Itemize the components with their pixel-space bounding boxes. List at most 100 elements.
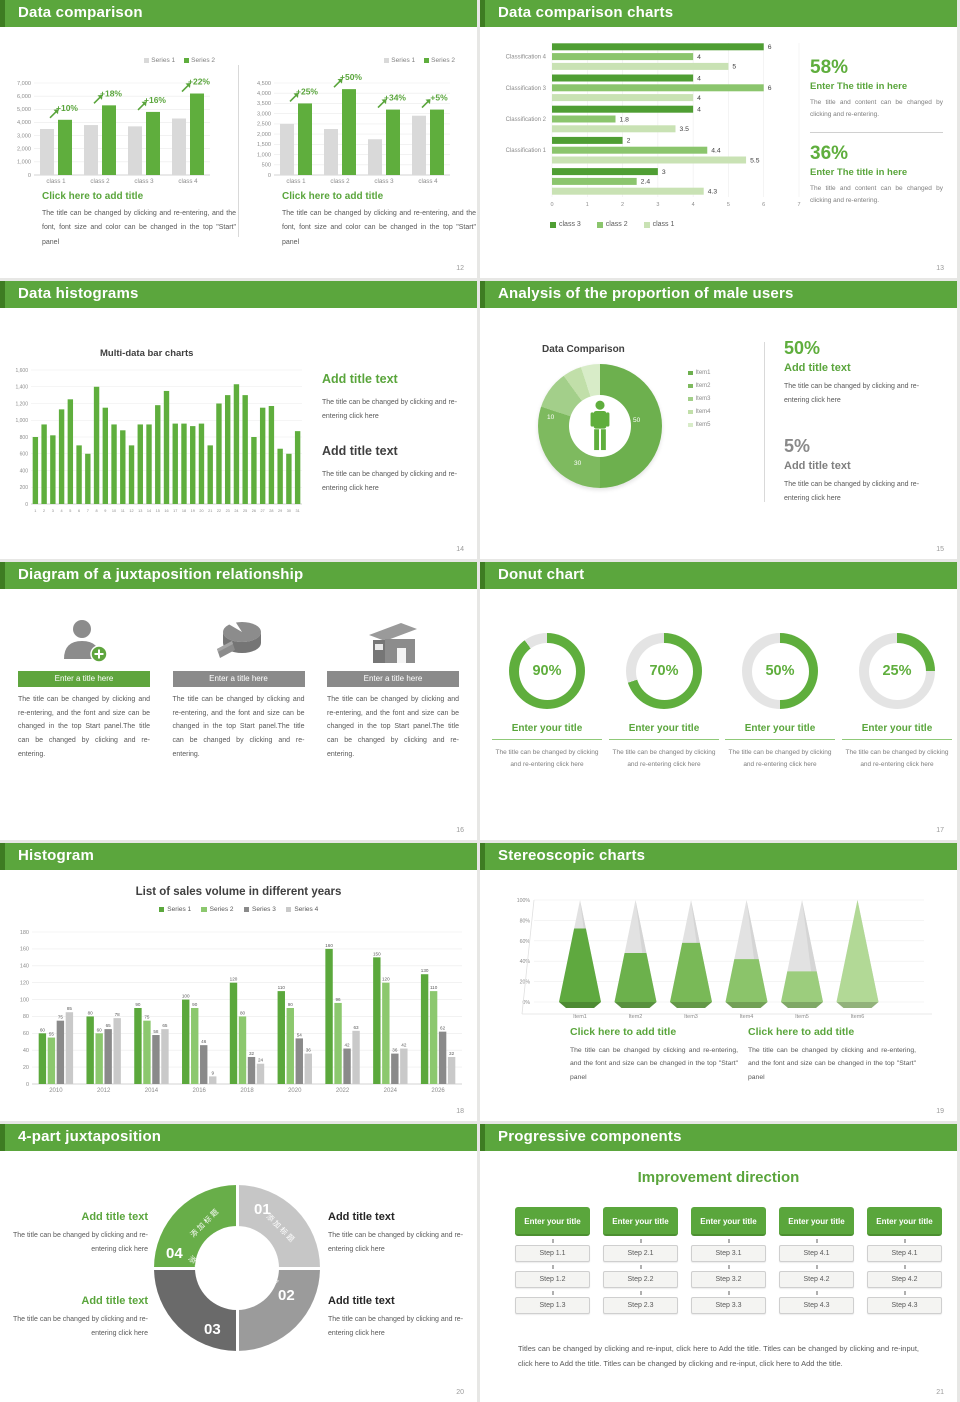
slide-title-bar: Diagram of a juxtaposition relationship: [0, 562, 477, 589]
text-el: 32: [449, 1051, 455, 1056]
polygon-el: [670, 1002, 712, 1008]
step-connector: [904, 1239, 906, 1243]
slide-21[interactable]: Progressive components Improvement direc…: [480, 1124, 957, 1402]
slide-body: Enter a title here The title can be chang…: [0, 589, 477, 840]
donut-ring: 90%: [509, 633, 585, 709]
text-el: 6: [768, 44, 772, 51]
person-add-icon: [18, 615, 150, 667]
rect-el: [111, 424, 117, 504]
slide-13[interactable]: Data comparison charts 0 1 2 3 4 5 6 7 6 4 5 Classi…: [480, 0, 957, 278]
text-el: 3,500: [257, 101, 271, 107]
slide-title: Analysis of the proportion of male users: [498, 285, 794, 302]
stat-percent: 50%: [784, 338, 821, 358]
text-el: 4,000: [17, 120, 31, 126]
text-el: +5%: [430, 93, 448, 103]
text-el: 100%: [517, 898, 531, 904]
donut-hole: [569, 395, 631, 457]
chart-legend: Series 1 Series 2: [250, 57, 455, 64]
legend-swatch: [184, 58, 190, 63]
legend-swatch: [688, 422, 693, 428]
slide-17[interactable]: Donut chart 90% Enter your title The title…: [480, 562, 957, 840]
legend-item: Series 2: [184, 57, 215, 64]
step-box: Step 3.1: [691, 1245, 766, 1262]
polygon-el: [141, 101, 147, 107]
text-el: 40: [23, 1048, 29, 1054]
donut-heading: Enter your title: [725, 723, 835, 740]
slide-19[interactable]: Stereoscopic charts 0% 20% 40% 60% 80% 100% It…: [480, 843, 957, 1121]
legend-label: Series 2: [431, 57, 455, 64]
slide-title: Data histograms: [18, 285, 139, 302]
rect-el: [352, 1030, 360, 1084]
donut-heading: Enter your title: [842, 723, 952, 740]
rect-el: [134, 1008, 142, 1084]
step-connector: [640, 1265, 642, 1269]
slide-18[interactable]: Histogram List of sales volume in differ…: [0, 843, 477, 1121]
chart-legend: Series 1 Series 2 Series 3 Series 4: [0, 906, 477, 913]
polygon-el: [836, 1002, 879, 1008]
column-header-button: Enter your title: [603, 1207, 678, 1236]
svg-el: [369, 623, 417, 663]
block-body: The title can be changed by clicking and…: [12, 1316, 148, 1337]
text-el: 7,000: [17, 81, 31, 87]
text-el: +16%: [144, 95, 166, 105]
polygon-el: [725, 959, 768, 1002]
text-el: 80: [88, 1010, 94, 1015]
legend-item: Item5: [688, 422, 711, 428]
slide-15[interactable]: Analysis of the proportion of male users…: [480, 281, 957, 559]
slide-12[interactable]: Data comparison Series 1 Series 2 0 1,000 2,…: [0, 0, 477, 278]
text-el: +10%: [56, 103, 78, 113]
text-el: 3.5: [680, 126, 690, 133]
rect-el: [191, 1008, 199, 1084]
text-el: Item2: [629, 1014, 643, 1020]
slide-body: 01 添加标题 02 添加标题 03 添加标题 04 添加标题 Add title text Th…: [0, 1151, 477, 1402]
text-el: 1,600: [15, 368, 28, 374]
quadrant-ring: 01 添加标题 02 添加标题 03 添加标题 04 添加标题: [154, 1185, 320, 1351]
rect-el: [391, 1053, 399, 1084]
polygon-el: [781, 1002, 823, 1008]
slide-14[interactable]: Data histograms Multi-data bar charts 0 20…: [0, 281, 477, 559]
header-accent: [480, 843, 485, 870]
rect-el: [382, 982, 390, 1084]
rect-el: [294, 431, 301, 504]
text-el: 22: [217, 509, 221, 513]
pie-chart-icon: [173, 615, 305, 667]
slide-title: 4-part juxtaposition: [18, 1128, 162, 1145]
text-el: 5.5: [750, 157, 760, 164]
cone-chart: 0% 20% 40% 60% 80% 100% Item1 Item2 Item3 Item4 It…: [492, 882, 947, 1024]
chart-legend: Series 1 Series 2: [10, 57, 215, 64]
slide-title: Stereoscopic charts: [498, 847, 646, 864]
text-el: 62: [440, 1026, 446, 1031]
step-connector: [728, 1265, 730, 1269]
grouped-bar-chart: 0 500 1,000 1,500 2,000 2,500 3,000 3,500 4,000 4…: [244, 69, 458, 189]
text-el: 20: [23, 1065, 29, 1071]
text-el: 5: [732, 64, 736, 71]
polygon-el: [559, 1002, 601, 1008]
slide-20[interactable]: 4-part juxtaposition 01 添加标题 02 添加标题 03 添加标题 0…: [0, 1124, 477, 1402]
legend-swatch: [384, 58, 390, 63]
legend-label: Item1: [695, 370, 711, 376]
slide-body: Multi-data bar charts 0 200 400 600 800 1,000 1…: [0, 308, 477, 559]
rect-el: [58, 409, 65, 504]
step-box: Step 1.3: [515, 1297, 590, 1314]
text-el: 42: [401, 1043, 407, 1048]
svg-el: 0 1 2 3 4 5 6 7 6 4 5 Classification 4 4 6 4 Classifica…: [506, 43, 801, 208]
block-heading: Click here to add title: [42, 191, 144, 202]
histogram-chart: 0 200 400 600 800 1,000 1,200 1,400 1,600 1 2 3 4 5 6 7…: [4, 362, 306, 518]
legend-label: Series 1: [151, 57, 176, 64]
slide-16[interactable]: Diagram of a juxtaposition relationship …: [0, 562, 477, 840]
text-el: 2012: [97, 1088, 111, 1094]
text-el: 6: [768, 85, 772, 92]
rect-el: [95, 1033, 103, 1084]
slide-title-bar: Data comparison: [0, 0, 477, 27]
page-number: 20: [456, 1389, 464, 1396]
step-box: Step 2.3: [603, 1297, 678, 1314]
text-el: 65: [162, 1023, 168, 1028]
text-el: 6,000: [17, 94, 31, 100]
rect-el: [400, 1048, 408, 1084]
rect-el: [552, 136, 623, 144]
slide-body: Data Comparison 50 30 10 Item1 Item2 Item3 Item…: [480, 308, 957, 559]
text-el: 4: [697, 107, 701, 114]
text-el: 3: [656, 202, 659, 208]
rect-el: [216, 403, 222, 504]
stat-title: Enter The title in here: [810, 166, 908, 178]
